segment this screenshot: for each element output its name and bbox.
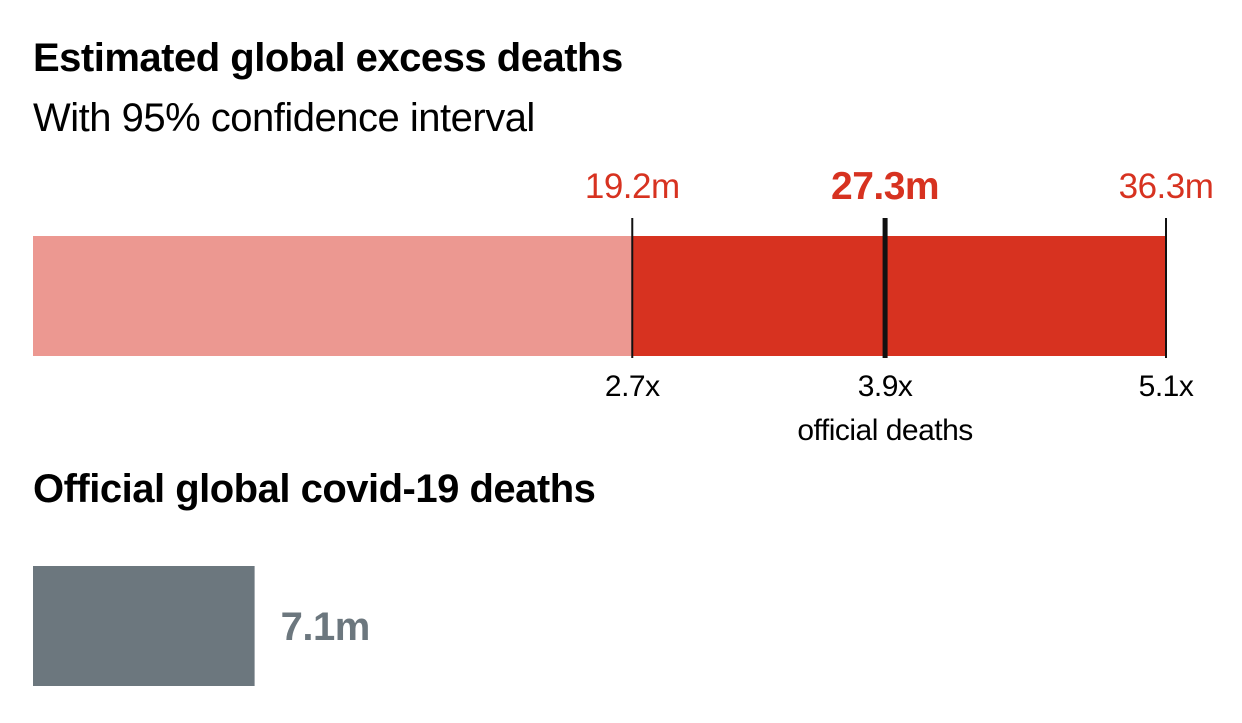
excess-chart-title: Estimated global excess deaths (33, 36, 623, 80)
excess-chart-subtitle: With 95% confidence interval (33, 96, 535, 140)
multiple-label-upper: 5.1x (1139, 370, 1194, 403)
excess-interval-bar (632, 236, 1166, 356)
multiple-label-lower: 2.7x (605, 370, 660, 403)
central-estimate-label: 27.3m (831, 165, 939, 208)
official-chart-title: Official global covid-19 deaths (33, 467, 595, 511)
lower-bound-label: 19.2m (585, 167, 680, 206)
multiples-caption: official deaths (797, 414, 972, 447)
official-deaths-value: 7.1m (281, 605, 370, 649)
multiple-label-central: 3.9x (858, 370, 913, 403)
excess-lower-bar (33, 236, 633, 356)
official-deaths-bar (33, 566, 255, 686)
upper-bound-label: 36.3m (1119, 167, 1214, 206)
